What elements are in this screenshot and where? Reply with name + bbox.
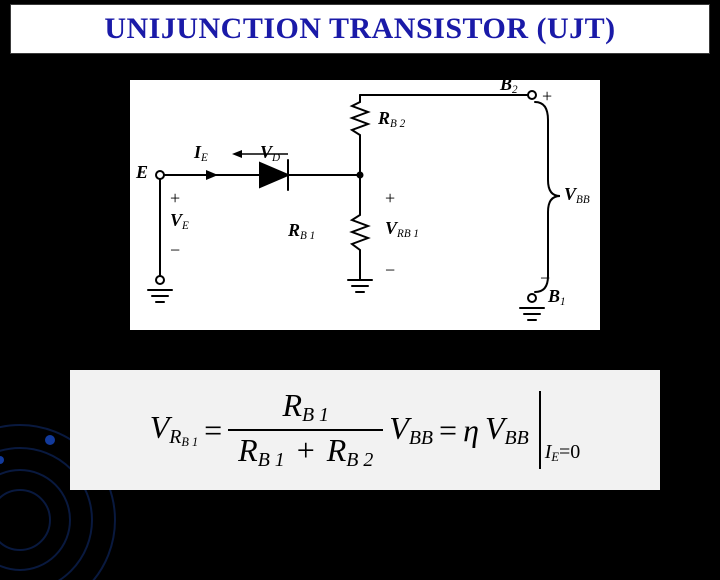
f-vbb2: VBB <box>485 410 529 450</box>
f-cond-eq: =0 <box>559 441 580 463</box>
txt-VE: V <box>170 210 182 230</box>
f-num: RB 1 <box>272 388 339 427</box>
f-cond-Isub: E <box>551 450 559 464</box>
f-d1-sub: B 1 <box>258 449 285 471</box>
f-vbb1: VBB <box>389 410 433 450</box>
f-cond-text: IE=0 <box>545 441 581 469</box>
f-V1: V <box>150 409 170 445</box>
label-VE: VE <box>170 210 189 232</box>
sign-VRB1-minus: − <box>385 260 395 281</box>
circuit-svg <box>130 80 600 330</box>
page-title: UNIJUNCTION TRANSISTOR (UJT) <box>104 12 615 46</box>
label-RB1: RB 1 <box>288 220 315 242</box>
label-IE: IE <box>194 142 208 164</box>
txt-VRB1: V <box>385 218 397 238</box>
sign-VE-plus: + <box>170 188 180 209</box>
f-eq1: = <box>204 412 222 449</box>
f-bar <box>228 429 383 431</box>
txt-IE: I <box>194 142 201 162</box>
f-R-num: R <box>282 387 302 423</box>
f-eq2: = <box>439 412 457 449</box>
label-VBB: VBB <box>564 184 590 206</box>
f-den: RB 1 + RB 2 <box>228 433 383 472</box>
title-box: UNIJUNCTION TRANSISTOR (UJT) <box>10 4 710 54</box>
txt-VBB-sub: BB <box>576 194 590 206</box>
f-lhs-sub: R <box>169 426 181 448</box>
txt-IE-sub: E <box>201 152 208 164</box>
txt-RB1: R <box>288 220 300 240</box>
f-vbb1-sub: BB <box>409 427 433 449</box>
txt-B1-sub: 1 <box>560 296 566 308</box>
txt-VE-sub: E <box>182 220 189 232</box>
label-B2: B2 <box>500 74 518 96</box>
txt-E: E <box>136 162 148 182</box>
txt-RB2-sub: B 2 <box>390 118 405 130</box>
formula-panel: VRB 1 = RB 1 RB 1 + RB 2 VBB = η VBB IE=… <box>70 370 660 490</box>
f-d2-sub: B 2 <box>346 449 373 471</box>
f-lhs: VRB 1 <box>150 409 198 450</box>
sign-VE-minus: − <box>170 240 180 261</box>
label-B1: B1 <box>548 286 566 308</box>
f-cond-bar <box>539 391 541 469</box>
f-V2: V <box>389 410 409 446</box>
txt-B2: B <box>500 74 512 94</box>
f-lhs-sub2: B 1 <box>181 436 198 450</box>
txt-RB1-sub: B 1 <box>300 230 315 242</box>
label-RB2: RB 2 <box>378 108 405 130</box>
f-condition: IE=0 <box>539 391 581 469</box>
f-V3: V <box>485 410 505 446</box>
label-VRB1: VRB 1 <box>385 218 419 240</box>
sign-B2-plus: + <box>542 86 552 107</box>
txt-B1: B <box>548 286 560 306</box>
f-plus: + <box>293 432 319 468</box>
f-eta: η <box>463 412 479 449</box>
circuit-diagram: E IE VD VE + − RB 2 RB 1 VRB 1 + − B2 + … <box>130 80 600 330</box>
f-fraction: RB 1 RB 1 + RB 2 <box>228 388 383 472</box>
txt-VBB: V <box>564 184 576 204</box>
f-R-d2: R <box>327 432 347 468</box>
f-num-sub: B 1 <box>302 404 329 426</box>
label-E: E <box>136 162 148 183</box>
sign-B1-minus: − <box>540 268 550 289</box>
vd-arrow <box>230 148 290 160</box>
formula: VRB 1 = RB 1 RB 1 + RB 2 VBB = η VBB IE=… <box>150 388 581 472</box>
sign-VRB1-plus: + <box>385 188 395 209</box>
txt-B2-sub: 2 <box>512 84 518 96</box>
txt-RB2: R <box>378 108 390 128</box>
f-vbb2-sub: BB <box>505 427 529 449</box>
txt-VRB1-sub: RB 1 <box>397 228 419 240</box>
f-R-d1: R <box>238 432 258 468</box>
